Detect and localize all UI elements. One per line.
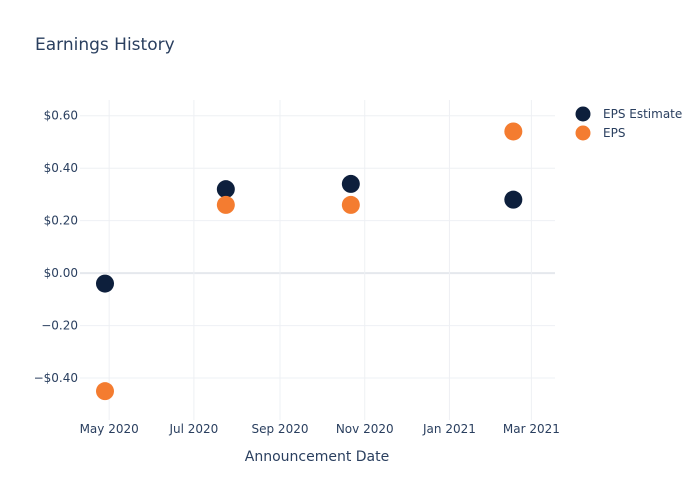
grid-lines bbox=[80, 100, 555, 420]
data-points bbox=[96, 122, 523, 401]
legend-marker bbox=[575, 125, 591, 141]
x-tick-label: Mar 2021 bbox=[503, 422, 560, 436]
y-axis-ticks: $0.60 $0.40 $0.20 $0.00 −0.20 −$0.40 bbox=[34, 109, 78, 385]
y-tick-label: $0.20 bbox=[44, 214, 78, 228]
y-tick-label: −0.20 bbox=[41, 319, 78, 333]
eps-estimate-point[interactable] bbox=[216, 180, 235, 199]
legend-item-eps[interactable]: EPS bbox=[575, 125, 626, 141]
legend-item-eps-estimate[interactable]: EPS Estimate bbox=[575, 106, 683, 122]
y-tick-label: $0.60 bbox=[44, 109, 78, 123]
eps-estimate-point[interactable] bbox=[504, 190, 523, 209]
eps-point[interactable] bbox=[216, 195, 235, 214]
x-tick-label: Sep 2020 bbox=[252, 422, 309, 436]
x-tick-label: Jul 2020 bbox=[168, 422, 218, 436]
y-tick-label: $0.00 bbox=[44, 266, 78, 280]
eps-point[interactable] bbox=[504, 122, 523, 141]
x-axis-title: Announcement Date bbox=[245, 449, 389, 465]
y-tick-label: −$0.40 bbox=[34, 371, 78, 385]
x-tick-label: Nov 2020 bbox=[336, 422, 394, 436]
y-tick-label: $0.40 bbox=[44, 161, 78, 175]
x-tick-label: May 2020 bbox=[80, 422, 139, 436]
eps-estimate-point[interactable] bbox=[341, 174, 360, 193]
eps-estimate-point[interactable] bbox=[96, 274, 114, 293]
eps-point[interactable] bbox=[341, 195, 360, 214]
x-tick-label: Jan 2021 bbox=[422, 422, 476, 436]
legend-label: EPS Estimate bbox=[603, 107, 682, 121]
legend-marker bbox=[575, 106, 591, 122]
eps-point[interactable] bbox=[96, 382, 114, 401]
legend-label: EPS bbox=[603, 126, 625, 140]
x-axis-ticks: May 2020 Jul 2020 Sep 2020 Nov 2020 Jan 2021… bbox=[80, 422, 560, 436]
chart-title: Earnings History bbox=[35, 35, 175, 55]
legend[interactable]: EPS Estimate EPS bbox=[575, 106, 683, 141]
